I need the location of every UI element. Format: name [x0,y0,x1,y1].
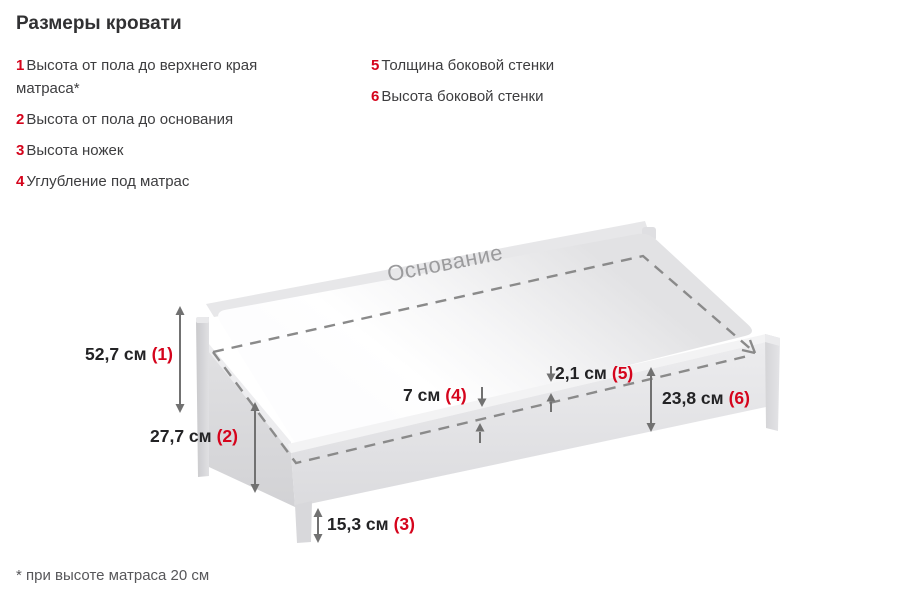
legend-text: Высота ножек [26,142,124,159]
dimension-value: 52,7 см [85,344,147,364]
front-left-leg [295,501,312,543]
legend-item-2: 2 Высота от пола до основания [16,108,278,131]
frame-front-face [291,342,766,507]
frame-left-post [196,317,209,477]
dimension-value: 2,1 см [555,363,607,383]
legend-item-4: 4 Углубление под матрас [16,170,278,193]
dimension-value: 15,3 см [327,514,389,534]
legend-text: Высота боковой стенки [381,88,544,105]
dimension-value: 7 см [403,385,441,405]
dimension-label-6: 23,8 см (6) [662,388,750,409]
legend-right-column: 5 Толщина боковой стенки 6 Высота боковой … [371,54,671,116]
dimension-arrows [175,306,656,543]
legend-text: Высота от пола до основания [26,111,234,128]
legend-item-5: 5 Толщина боковой стенки [371,54,671,77]
footnote: * при высоте матраса 20 см [16,567,210,584]
legend-number: 4 [16,173,25,190]
dimension-value: 27,7 см [150,426,212,446]
frame-left-face [209,352,295,507]
legend-number: 1 [16,57,25,74]
dimension-ref-number: (1) [151,344,173,364]
dimension-label-4: 7 см (4) [403,385,467,406]
page-title: Размеры кровати [16,13,182,34]
mattress [218,233,752,446]
legend-number: 6 [371,88,380,105]
right-post-cap [765,334,780,346]
legend-item-3: 3 Высота ножек [16,139,278,162]
dimension-ref-number: (6) [728,388,750,408]
frame-front-rail-top [288,334,766,453]
right-post-leg [765,334,780,431]
dimension-ref-number: (2) [216,426,238,446]
dimension-label-5: 2,1 см (5) [555,363,633,384]
legend-number: 3 [16,142,25,159]
legend-text: Высота от пола до верхнего края матраса* [16,57,258,97]
legend-text: Толщина боковой стенки [381,57,555,74]
legend-number: 5 [371,57,380,74]
dimension-label-1: 52,7 см (1) [85,344,173,365]
dimension-ref-number: (4) [445,385,467,405]
frame-left-post-cap [196,317,209,323]
dimension-value: 23,8 см [662,388,724,408]
base-dashed-outline [212,254,757,465]
base-outline-arrowhead [741,339,757,355]
frame-left-rail-top [209,344,291,453]
legend-left-column: 1 Высота от пола до верхнего края матраса… [16,54,278,201]
dimension-label-2: 27,7 см (2) [150,426,238,447]
legend-item-6: 6 Высота боковой стенки [371,85,671,108]
dimension-ref-number: (5) [611,363,634,383]
legend-number: 2 [16,111,25,128]
dimension-label-3: 15,3 см (3) [327,514,415,535]
dimension-ref-number: (3) [393,514,415,534]
legend-text: Углубление под матрас [26,173,190,190]
legend-item-1: 1 Высота от пола до верхнего края матраса… [16,54,278,100]
